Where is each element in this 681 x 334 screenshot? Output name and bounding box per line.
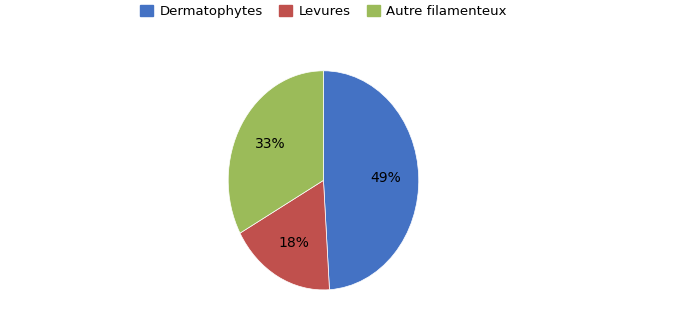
Text: 49%: 49% [370, 171, 400, 185]
Wedge shape [240, 180, 330, 290]
Wedge shape [228, 71, 323, 233]
Text: 18%: 18% [279, 236, 309, 250]
Wedge shape [323, 71, 419, 290]
Text: 33%: 33% [255, 137, 285, 151]
Legend: Dermatophytes, Levures, Autre filamenteux: Dermatophytes, Levures, Autre filamenteu… [136, 1, 511, 22]
